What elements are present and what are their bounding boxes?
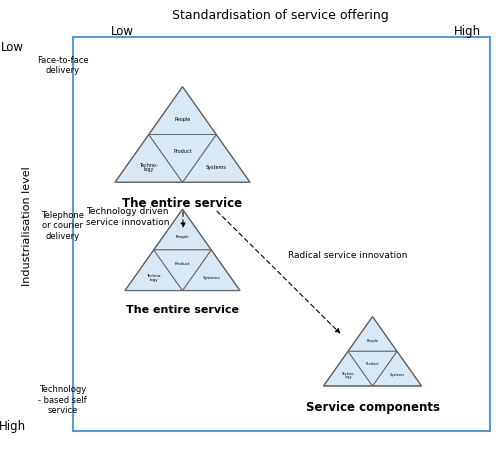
Text: High: High [454,25,481,38]
Text: Telephone
or courier
delivery: Telephone or courier delivery [41,211,84,240]
Text: Service components: Service components [306,400,440,413]
Polygon shape [154,210,211,250]
Polygon shape [182,135,250,183]
Polygon shape [149,87,216,135]
Text: Technology driven
service innovation: Technology driven service innovation [86,207,169,226]
Polygon shape [324,351,372,386]
Text: Standardisation of service offering: Standardisation of service offering [172,9,388,22]
Text: Systems: Systems [390,373,404,377]
Polygon shape [182,250,240,291]
Polygon shape [348,317,397,351]
Text: Systems: Systems [206,165,227,170]
Polygon shape [149,135,216,183]
Text: Product: Product [174,262,190,266]
Polygon shape [348,351,397,386]
Polygon shape [115,135,182,183]
Text: Face-to-face
delivery: Face-to-face delivery [36,56,88,75]
Text: Low: Low [111,25,134,38]
Bar [72,38,490,431]
Text: Low: Low [1,41,24,54]
Text: Radical service innovation: Radical service innovation [288,250,407,259]
Text: Industrialisation level: Industrialisation level [22,166,32,285]
Text: Product: Product [173,148,192,154]
Text: Product: Product [366,361,380,365]
Polygon shape [372,351,422,386]
Text: People: People [176,235,190,239]
Polygon shape [154,250,211,291]
Text: Techno-
logy: Techno- logy [146,273,162,281]
Text: People: People [366,338,378,342]
Text: High: High [0,419,26,432]
Text: People: People [174,117,190,122]
Text: The entire service: The entire service [126,304,239,314]
Polygon shape [125,250,182,291]
Text: Techno-
logy: Techno- logy [140,162,158,172]
Text: Technology
- based self
service: Technology - based self service [38,384,87,414]
Text: Techno-
logy: Techno- logy [341,371,355,378]
Text: The entire service: The entire service [122,196,242,209]
Text: Systems: Systems [202,276,220,279]
